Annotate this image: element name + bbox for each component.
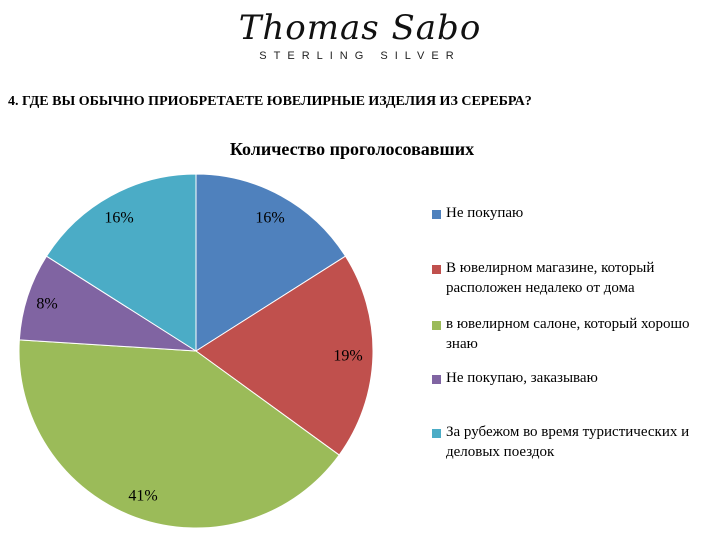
question-heading: 4. ГДЕ ВЫ ОБЫЧНО ПРИОБРЕТАЕТЕ ЮВЕЛИРНЫЕ … (8, 94, 532, 109)
logo-script-text: Thomas Sabo (238, 8, 482, 48)
slice-data-label: 41% (128, 488, 157, 505)
legend-label: В ювелирном магазине, который расположен… (446, 260, 655, 296)
legend-swatch (432, 321, 441, 330)
legend-label: в ювелирном салоне, который хорошо знаю (446, 316, 690, 352)
legend-label: За рубежом во время туристических и дело… (446, 424, 690, 460)
legend-label: Не покупаю, заказываю (446, 370, 598, 386)
legend-swatch (432, 265, 441, 274)
chart-title: Количество проголосовавших (229, 139, 475, 159)
pie-slice (195, 255, 374, 456)
pie-slice (45, 173, 197, 352)
pie-slice (18, 339, 340, 529)
slice-data-label: 16% (255, 210, 284, 227)
legend-swatch (432, 429, 441, 438)
legend-swatch (432, 375, 441, 384)
pie-slice (195, 173, 347, 352)
slice-data-label: 16% (104, 210, 133, 227)
logo-subtitle: STERLING SILVER (259, 50, 461, 62)
slice-data-label: 19% (333, 348, 362, 365)
pie-slice (18, 255, 197, 352)
legend-label: Не покупаю (446, 205, 524, 221)
legend-swatch (432, 210, 441, 219)
slice-data-label: 8% (36, 296, 57, 313)
brand-logo: Thomas Sabo STERLING SILVER (230, 8, 490, 70)
